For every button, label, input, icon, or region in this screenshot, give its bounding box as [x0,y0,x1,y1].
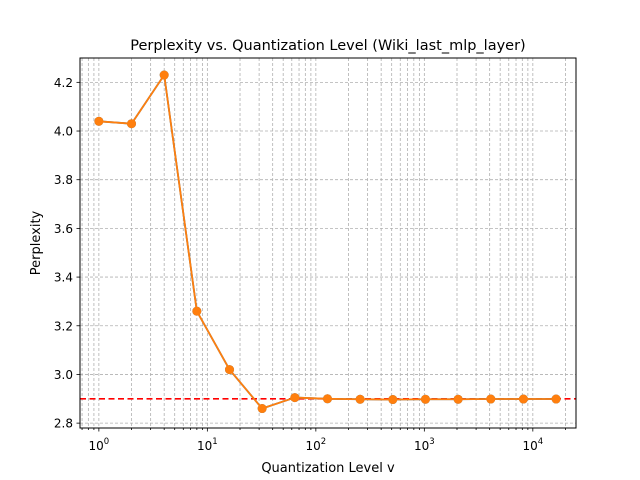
grid [80,58,576,428]
series-layer [94,70,561,414]
series-2-point [453,394,463,404]
series-2-point [257,404,267,414]
y-tick-label: 3.0 [54,368,73,382]
series-2-point [388,395,398,405]
x-tick-label: 101 [197,437,218,453]
series-2-point [225,365,235,375]
series-2-point [420,394,430,404]
axes-frame [79,57,577,429]
series-2-point [355,394,365,404]
series-2-point [551,394,561,404]
y-tick-label: 3.2 [54,319,73,333]
y-tick-label: 3.4 [54,271,73,285]
y-tick-label: 3.6 [54,222,73,236]
chart-title: Perplexity vs. Quantization Level (Wiki_… [130,38,525,54]
x-tick-label: 102 [305,437,326,453]
x-tick-label: 103 [414,437,435,453]
x-tick-label: 104 [522,437,543,453]
y-tick-label: 4.0 [54,125,73,139]
y-axis-label: Perplexity [29,210,44,275]
y-tick-label: 3.8 [54,173,73,187]
x-axis-label: Quantization Level v [261,461,395,476]
series-2-point [290,393,300,403]
series-2-point [518,394,528,404]
series-2-point [322,394,332,404]
series-2-point [127,119,137,129]
series-2-point [192,306,202,316]
y-tick-label: 4.2 [54,76,73,90]
series-2-point [159,70,169,80]
series-2-point [94,116,104,126]
series-2-point [486,394,496,404]
x-tick-label: 100 [89,437,110,453]
y-tick-label: 2.8 [54,417,73,431]
ticks: 2.8 3.0 3.2 3.4 3.6 3.8 4.0 4.2 100 101 102 103 104 [54,76,566,453]
